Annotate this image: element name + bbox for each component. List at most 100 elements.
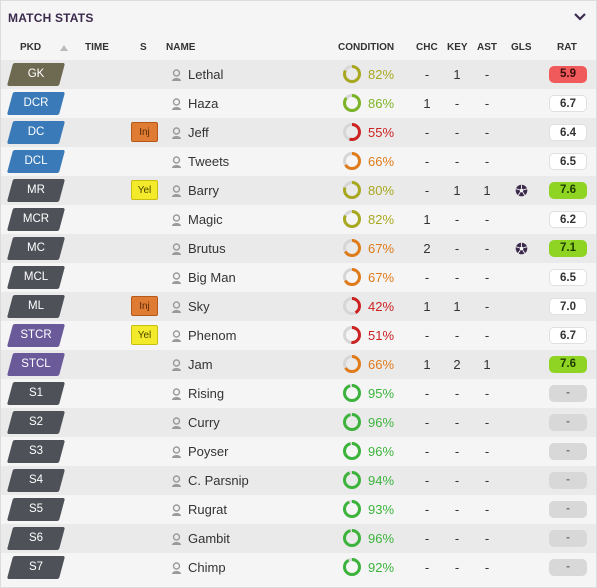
player-name[interactable]: Chimp xyxy=(188,560,226,575)
stat-chc: - xyxy=(424,415,430,430)
col-rat[interactable]: RAT xyxy=(557,42,577,53)
player-name[interactable]: Poyser xyxy=(188,444,229,459)
player-name[interactable]: Gambit xyxy=(188,531,230,546)
stat-key: - xyxy=(454,328,460,343)
position-chip: S3 xyxy=(6,440,66,463)
table-row[interactable]: MCR Magic 82% 1 - - 6.2 xyxy=(1,205,596,234)
rating-badge: 7.6 xyxy=(549,356,587,373)
panel-header[interactable]: MATCH STATS xyxy=(1,1,596,35)
position-label: ML xyxy=(28,300,44,312)
player-name[interactable]: Rugrat xyxy=(188,502,228,517)
col-ast[interactable]: AST xyxy=(477,42,497,53)
table-row[interactable]: MC Brutus 67% 2 - - 7.1 xyxy=(1,234,596,263)
stat-chc: 1 xyxy=(423,96,431,111)
stat-chc: - xyxy=(424,386,430,401)
table-row[interactable]: STCR Yel Phenom 51% - - - 6.7 xyxy=(1,321,596,350)
rating-badge: 6.2 xyxy=(549,211,587,228)
rating-badge: 7.1 xyxy=(549,240,587,257)
col-s[interactable]: S xyxy=(140,42,147,53)
col-key[interactable]: KEY xyxy=(447,42,468,53)
yellow-card-badge: Yel xyxy=(131,325,158,345)
position-chip: MCL xyxy=(6,266,66,289)
player-name[interactable]: Big Man xyxy=(188,270,236,285)
stat-ast: - xyxy=(484,67,490,82)
rating-badge: - xyxy=(549,559,587,576)
col-name[interactable]: NAME xyxy=(166,42,196,53)
person-icon xyxy=(172,156,181,168)
player-name[interactable]: Curry xyxy=(188,415,220,430)
position-label: STCL xyxy=(21,358,51,370)
stat-key: - xyxy=(454,241,460,256)
condition-value: 95% xyxy=(368,386,395,401)
player-name[interactable]: Tweets xyxy=(188,154,230,169)
col-gls[interactable]: GLS xyxy=(511,42,532,53)
panel-title: MATCH STATS xyxy=(8,11,94,25)
table-row[interactable]: GK Lethal 82% - 1 - 5.9 xyxy=(1,60,596,89)
football-icon xyxy=(515,184,528,197)
table-row[interactable]: MCL Big Man 67% - - - 6.5 xyxy=(1,263,596,292)
table-row[interactable]: DC Inj Jeff 55% - - - 6.4 xyxy=(1,118,596,147)
table-row[interactable]: S3 Poyser 96% - - - - xyxy=(1,437,596,466)
table-row[interactable]: S4 C. Parsnip 94% - - - - xyxy=(1,466,596,495)
position-chip: DCR xyxy=(6,92,66,115)
player-name[interactable]: C. Parsnip xyxy=(188,473,249,488)
table-row[interactable]: DCR Haza 86% 1 - - 6.7 xyxy=(1,89,596,118)
table-row[interactable]: STCL Jam 66% 1 2 1 7.6 xyxy=(1,350,596,379)
person-icon xyxy=(172,475,181,487)
condition-ring-icon xyxy=(343,558,361,576)
condition-value: 82% xyxy=(368,212,395,227)
player-name[interactable]: Magic xyxy=(188,212,223,227)
col-condition[interactable]: CONDITION xyxy=(338,42,395,53)
player-name[interactable]: Sky xyxy=(188,299,210,314)
stat-key: - xyxy=(454,154,460,169)
col-time[interactable]: TIME xyxy=(85,42,109,53)
stat-ast: 1 xyxy=(483,357,491,372)
table-row[interactable]: S7 Chimp 92% - - - - xyxy=(1,553,596,582)
condition-value: 66% xyxy=(368,357,395,372)
condition-value: 96% xyxy=(368,415,395,430)
stat-key: 1 xyxy=(453,299,461,314)
player-name[interactable]: Brutus xyxy=(188,241,226,256)
player-name[interactable]: Haza xyxy=(188,96,219,111)
position-chip: GK xyxy=(6,63,66,86)
player-name[interactable]: Jam xyxy=(188,357,213,372)
condition-ring-icon xyxy=(343,355,361,373)
table-row[interactable]: ML Inj Sky 42% 1 1 - 7.0 xyxy=(1,292,596,321)
stat-chc: - xyxy=(424,560,430,575)
table-row[interactable]: S1 Rising 95% - - - - xyxy=(1,379,596,408)
person-icon xyxy=(172,446,181,458)
position-chip: S5 xyxy=(6,498,66,521)
chevron-down-icon[interactable] xyxy=(572,9,588,25)
stat-key: - xyxy=(454,96,460,111)
position-label: GK xyxy=(27,68,45,80)
stat-ast: - xyxy=(484,386,490,401)
table-row[interactable]: DCL Tweets 66% - - - 6.5 xyxy=(1,147,596,176)
col-pkd[interactable]: PKD xyxy=(20,42,42,53)
table-row[interactable]: S5 Rugrat 93% - - - - xyxy=(1,495,596,524)
sort-asc-icon[interactable] xyxy=(60,45,68,51)
player-name[interactable]: Rising xyxy=(188,386,225,401)
stat-ast: - xyxy=(484,299,490,314)
table-row[interactable]: S6 Gambit 96% - - - - xyxy=(1,524,596,553)
player-name[interactable]: Phenom xyxy=(188,328,237,343)
football-icon xyxy=(515,242,528,255)
col-chc[interactable]: CHC xyxy=(416,42,438,53)
stat-ast: - xyxy=(484,96,490,111)
stat-ast: - xyxy=(484,560,490,575)
player-name[interactable]: Barry xyxy=(188,183,220,198)
position-chip: MCR xyxy=(6,208,66,231)
player-name[interactable]: Lethal xyxy=(188,67,224,82)
condition-value: 80% xyxy=(368,183,395,198)
position-chip: MC xyxy=(6,237,66,260)
stat-chc: 1 xyxy=(423,357,431,372)
table-row[interactable]: MR Yel Barry 80% - 1 1 7.6 xyxy=(1,176,596,205)
table-row[interactable]: S2 Curry 96% - - - - xyxy=(1,408,596,437)
stat-key: - xyxy=(454,502,460,517)
rating-badge: - xyxy=(549,414,587,431)
rating-badge: - xyxy=(549,530,587,547)
player-name[interactable]: Jeff xyxy=(188,125,209,140)
stat-ast: - xyxy=(484,241,490,256)
player-table: GK Lethal 82% - 1 - 5.9 DCR Haza 86% 1 - - 6.7 DC Inj Je… xyxy=(1,60,596,582)
stat-ast: - xyxy=(484,328,490,343)
position-label: S1 xyxy=(28,387,44,399)
